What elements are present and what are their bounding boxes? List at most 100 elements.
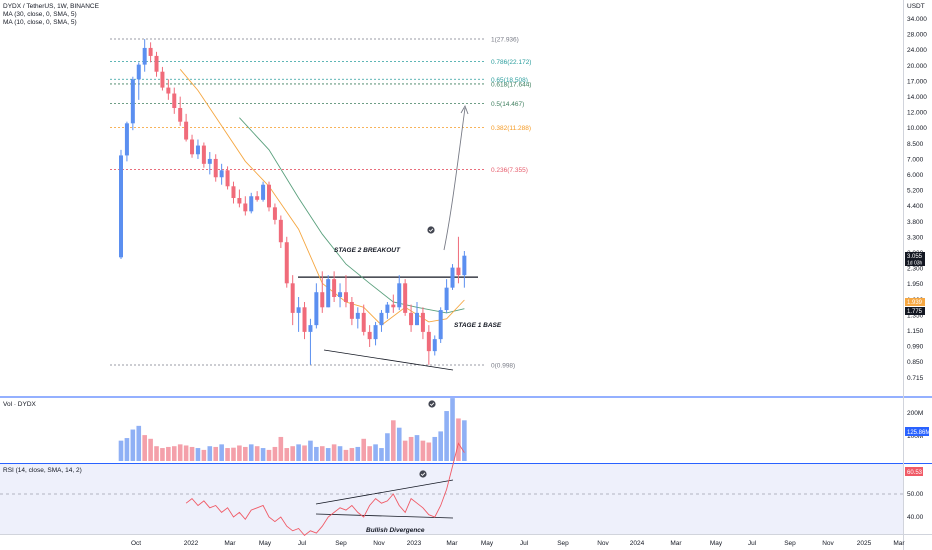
- volume-panel-title[interactable]: Vol · DYDX: [3, 401, 36, 408]
- candle-body-19: [231, 186, 236, 199]
- candle-53: [432, 335, 437, 356]
- volume-bar-43: [373, 444, 378, 461]
- candle-39: [349, 296, 354, 326]
- candle-body-49: [409, 312, 414, 326]
- candle-28: [284, 236, 289, 288]
- projection-arrow: [443, 107, 466, 251]
- candle-body-45: [385, 304, 390, 313]
- volume-bar-6: [154, 446, 159, 461]
- volume-bar-23: [254, 446, 260, 461]
- price-support-trendline: [323, 349, 454, 371]
- price-tick-12: 4.400: [907, 203, 924, 210]
- candle-13: [195, 139, 200, 159]
- candles: [119, 39, 467, 365]
- volume-bars: [118, 398, 467, 461]
- rsi-panel-title[interactable]: RSI (14, close, SMA, 14, 2): [3, 467, 82, 474]
- candle-1: [124, 121, 129, 162]
- stage2-breakout-label: STAGE 2 BREAKOUT: [334, 247, 401, 254]
- candle-body-8: [166, 87, 171, 94]
- fib-label-0: 1(27.936): [491, 37, 519, 44]
- candle-body-33: [314, 292, 319, 326]
- price-tick-11: 5.200: [907, 188, 924, 195]
- symbol-title[interactable]: DYDX / TetherUS, 1W, BINANCE: [3, 3, 99, 10]
- volume-bar-25: [266, 449, 272, 461]
- candle-body-32: [308, 325, 313, 332]
- candle-body-4: [142, 47, 147, 65]
- volume-bar-15: [207, 446, 213, 461]
- time-axis[interactable]: Oct 2022 Mar May Jul Sep Nov 2023 Mar May Jul Sep No…: [131, 540, 905, 547]
- candle-body-43: [373, 325, 378, 340]
- candle-37: [338, 283, 343, 308]
- candle-14: [201, 142, 206, 168]
- volume-bar-9: [171, 446, 177, 461]
- volume-bar-40: [355, 446, 361, 461]
- candle-body-10: [178, 108, 183, 122]
- candle-48: [403, 279, 408, 316]
- candle-11: [184, 113, 189, 142]
- volume-bar-10: [177, 444, 183, 461]
- candle-body-25: [267, 184, 271, 208]
- fib-label-7: 0(0.998): [491, 363, 515, 370]
- fib-label-5: 0.382(11.288): [491, 125, 531, 132]
- price-tick-23: 0.715: [907, 375, 924, 382]
- candle-10: [178, 96, 183, 126]
- check-icon-2: [419, 470, 427, 478]
- volume-bar-33: [314, 446, 319, 461]
- volume-bar-55: [444, 411, 449, 461]
- check-icon-0: [427, 226, 435, 234]
- candle-40: [355, 307, 360, 329]
- volume-bar-30: [296, 444, 301, 461]
- price-tick-8: 8.500: [907, 141, 924, 148]
- candle-body-24: [261, 184, 266, 200]
- volume-bar-14: [201, 449, 207, 461]
- time-tick-8: Mar: [446, 540, 458, 547]
- ma30-legend[interactable]: MA (30, close, 0, SMA, 5): [3, 11, 77, 18]
- candle-body-13: [195, 145, 200, 155]
- candle-body-20: [237, 198, 242, 204]
- trend-drawings[interactable]: [315, 104, 469, 519]
- candle-body-54: [438, 310, 443, 340]
- candle-body-7: [160, 71, 165, 88]
- ma30-path: [239, 117, 465, 314]
- price-tick-3: 20.000: [907, 63, 927, 70]
- volume-bar-28: [284, 448, 290, 461]
- candle-38: [343, 275, 348, 308]
- candle-32: [308, 318, 313, 365]
- candle-24: [261, 181, 266, 202]
- candle-6: [154, 51, 159, 77]
- volume-bar-53: [432, 436, 438, 461]
- currency-label: USDT: [907, 3, 925, 10]
- price-tick-22: 0.850: [907, 359, 924, 366]
- volume-bar-52: [426, 442, 432, 461]
- time-tick-5: Sep: [335, 540, 347, 547]
- candle-body-40: [355, 312, 360, 319]
- volume-bar-13: [195, 448, 201, 461]
- time-tick-4: Jul: [298, 540, 307, 547]
- candle-body-58: [462, 255, 467, 276]
- candle-5: [148, 42, 153, 63]
- time-tick-11: Sep: [557, 540, 569, 547]
- price-tick-21: 0.990: [907, 344, 924, 351]
- candle-body-15: [207, 158, 212, 164]
- price-axis[interactable]: 34.000 28.000 24.000 20.000 17.000 14.000 12.0…: [907, 16, 927, 521]
- price-tick-16: 2.300: [907, 266, 924, 273]
- time-tick-16: Jul: [748, 540, 757, 547]
- candle-50: [415, 302, 419, 326]
- volume-bar-37: [337, 446, 343, 461]
- candle-body-38: [343, 292, 348, 303]
- volume-bar-19: [231, 447, 236, 461]
- ma10-legend[interactable]: MA (10, close, 0, SMA, 5): [3, 19, 77, 26]
- fib-retracement[interactable]: 1(27.936) 0.786(22.172) 0.65(18.508)0.618(…: [110, 37, 531, 370]
- time-tick-3: May: [259, 540, 272, 547]
- last-price-value: 3.055: [907, 254, 923, 260]
- candle-57: [456, 236, 461, 284]
- rsi-tick-0: 50.00: [907, 491, 924, 498]
- price-tick-9: 7.000: [907, 156, 924, 163]
- candle-31: [302, 302, 307, 340]
- projection-arrowhead-icon: [460, 104, 469, 115]
- ma10-value: 1.939: [907, 300, 923, 306]
- candle-55: [444, 279, 449, 313]
- volume-bar-56: [450, 398, 455, 461]
- candle-body-35: [326, 279, 331, 308]
